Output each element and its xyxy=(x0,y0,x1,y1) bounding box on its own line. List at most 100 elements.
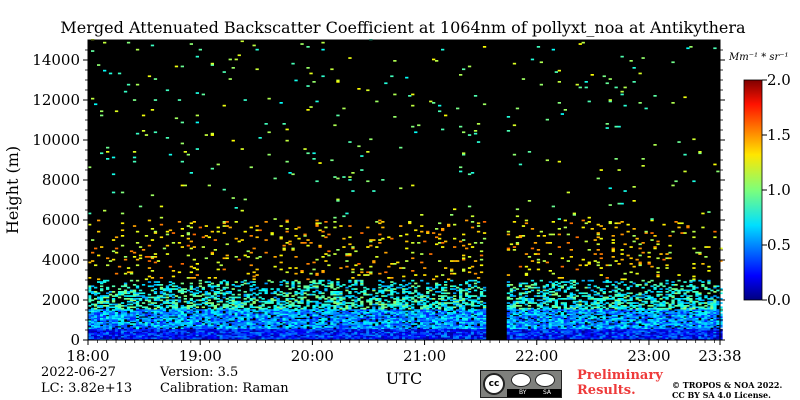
heatmap-pixel xyxy=(288,317,292,320)
heatmap-pixel xyxy=(309,72,313,75)
heatmap-pixel xyxy=(447,298,451,300)
heatmap-pixel xyxy=(177,99,182,101)
heatmap-pixel xyxy=(243,291,247,293)
heatmap-pixel xyxy=(216,261,220,264)
heatmap-pixel xyxy=(378,291,382,293)
heatmap-pixel xyxy=(270,337,274,339)
heatmap-pixel xyxy=(324,337,328,339)
heatmap-pixel xyxy=(165,313,170,316)
heatmap-pixel xyxy=(273,306,277,309)
heatmap-pixel xyxy=(533,309,538,311)
heatmap-pixel xyxy=(360,302,364,304)
heatmap-pixel xyxy=(114,323,119,325)
heatmap-pixel xyxy=(186,328,190,331)
heatmap-pixel xyxy=(255,314,259,317)
heatmap-pixel xyxy=(423,338,427,341)
heatmap-pixel xyxy=(390,326,394,328)
heatmap-pixel xyxy=(384,285,388,288)
heatmap-pixel xyxy=(506,334,511,337)
heatmap-pixel xyxy=(126,286,131,289)
heatmap-pixel xyxy=(282,309,286,311)
heatmap-pixel xyxy=(363,321,367,324)
heatmap-pixel xyxy=(159,307,164,310)
heatmap-pixel xyxy=(183,319,187,321)
heatmap-pixel xyxy=(551,285,555,288)
heatmap-pixel xyxy=(357,263,361,265)
heatmap-pixel xyxy=(186,324,190,327)
heatmap-pixel xyxy=(189,293,193,296)
heatmap-pixel xyxy=(219,307,223,310)
heatmap-pixel xyxy=(189,271,193,274)
heatmap-pixel xyxy=(303,309,307,311)
heatmap-pixel xyxy=(527,200,532,202)
heatmap-pixel xyxy=(165,323,170,325)
heatmap-pixel xyxy=(135,323,140,325)
heatmap-pixel xyxy=(174,299,179,302)
heatmap-pixel xyxy=(306,338,310,341)
heatmap-pixel xyxy=(470,327,475,330)
heatmap-pixel xyxy=(153,338,158,341)
heatmap-pixel xyxy=(111,295,116,297)
heatmap-pixel xyxy=(111,310,116,313)
heatmap-pixel xyxy=(318,279,322,282)
heatmap-pixel xyxy=(399,313,403,316)
heatmap-pixel xyxy=(327,264,331,267)
heatmap-pixel xyxy=(482,289,487,292)
heatmap-pixel xyxy=(333,330,337,332)
heatmap-pixel xyxy=(339,319,343,321)
heatmap-pixel xyxy=(204,316,208,318)
heatmap-pixel xyxy=(111,338,116,341)
heatmap-pixel xyxy=(375,316,379,318)
heatmap-pixel xyxy=(288,267,292,269)
heatmap-pixel xyxy=(237,303,241,306)
heatmap-pixel xyxy=(530,321,535,324)
heatmap-pixel xyxy=(459,320,463,323)
heatmap-pixel xyxy=(201,288,205,290)
heatmap-pixel xyxy=(414,310,418,313)
heatmap-pixel xyxy=(180,319,184,321)
heatmap-pixel xyxy=(450,338,454,341)
heatmap-pixel xyxy=(381,310,385,313)
heatmap-pixel xyxy=(423,309,427,311)
heatmap-pixel xyxy=(210,295,214,297)
heatmap-pixel xyxy=(342,328,346,331)
heatmap-pixel xyxy=(348,316,352,318)
heatmap-pixel xyxy=(306,289,310,292)
heatmap-pixel xyxy=(482,314,487,317)
heatmap-pixel xyxy=(533,312,538,314)
heatmap-pixel xyxy=(533,334,538,337)
heatmap-pixel xyxy=(255,331,259,334)
heatmap-pixel xyxy=(327,310,331,313)
heatmap-pixel xyxy=(94,330,98,332)
heatmap-pixel xyxy=(183,320,187,323)
heatmap-pixel xyxy=(381,221,385,223)
heatmap-pixel xyxy=(156,296,161,299)
heatmap-pixel xyxy=(372,306,376,309)
heatmap-pixel xyxy=(189,305,193,307)
heatmap-pixel xyxy=(432,333,436,335)
heatmap-pixel xyxy=(177,314,182,317)
heatmap-pixel xyxy=(390,327,394,330)
heatmap-pixel xyxy=(300,323,304,325)
heatmap-pixel xyxy=(435,320,439,323)
heatmap-pixel xyxy=(114,307,119,310)
heatmap-pixel xyxy=(243,321,247,324)
heatmap-pixel xyxy=(276,317,280,320)
heatmap-pixel xyxy=(369,337,373,339)
heatmap-pixel xyxy=(288,172,292,174)
heatmap-pixel xyxy=(423,310,427,313)
heatmap-pixel xyxy=(393,335,397,338)
heatmap-pixel xyxy=(126,337,131,339)
heatmap-pixel xyxy=(132,333,137,335)
heatmap-pixel xyxy=(327,307,331,310)
heatmap-pixel xyxy=(315,289,319,292)
heatmap-pixel xyxy=(342,312,346,314)
heatmap-pixel xyxy=(411,306,415,309)
heatmap-pixel xyxy=(291,173,295,176)
heatmap-pixel xyxy=(120,291,125,293)
heatmap-pixel xyxy=(234,321,238,324)
heatmap-pixel xyxy=(375,309,379,311)
heatmap-pixel xyxy=(264,333,268,335)
heatmap-pixel xyxy=(402,291,406,293)
heatmap-pixel xyxy=(294,228,298,230)
